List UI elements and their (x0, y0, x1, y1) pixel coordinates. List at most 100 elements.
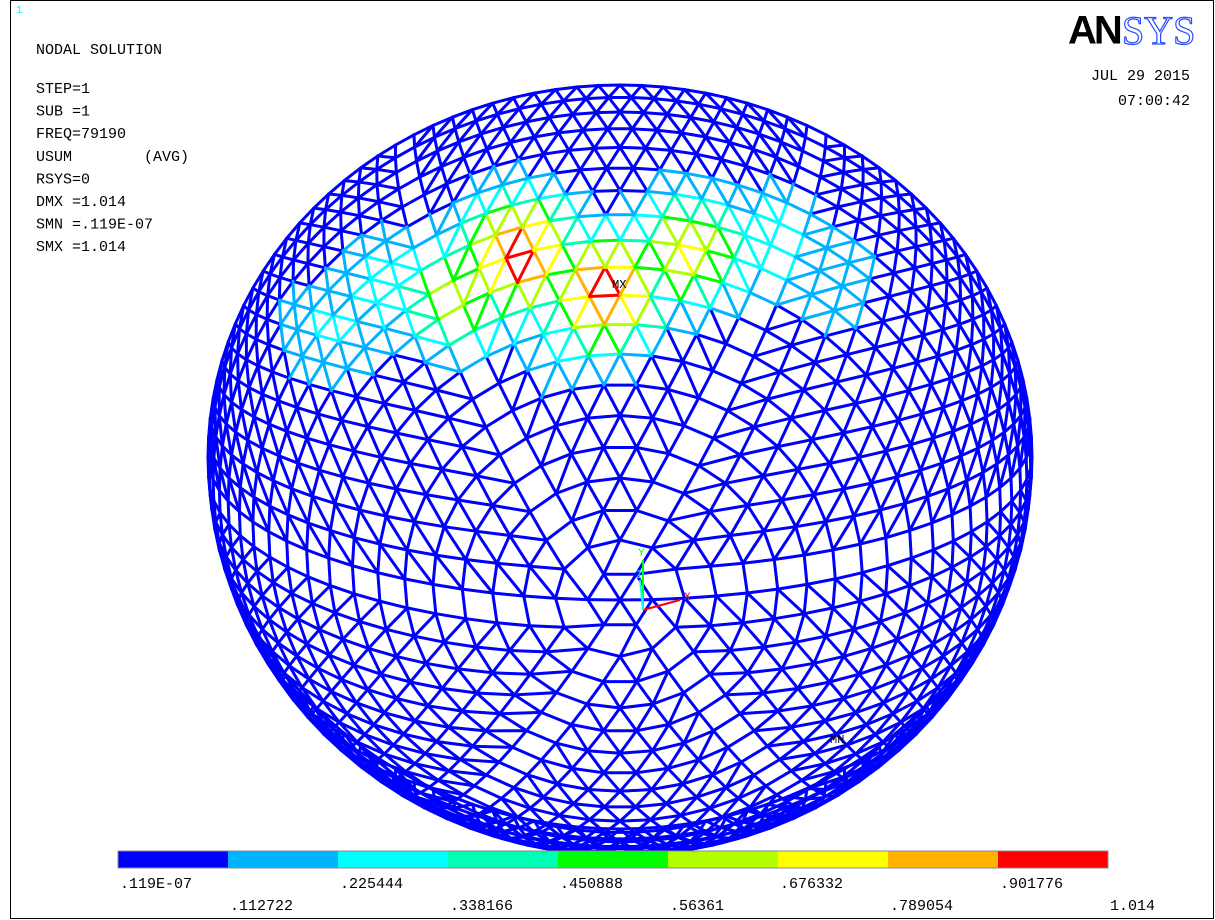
mesh-edge (358, 182, 359, 198)
mesh-edge (676, 626, 711, 628)
mesh-edge (588, 354, 620, 356)
mesh-edge (620, 820, 651, 822)
mesh-edge (632, 129, 657, 130)
info-line: SMX =1.014 (36, 239, 126, 256)
mesh-edge (861, 185, 863, 202)
mesh-edge (287, 541, 288, 567)
mesh-edge (208, 438, 209, 458)
legend-swatch (998, 851, 1108, 868)
mesh-edge (620, 85, 642, 86)
mesh-edge (577, 86, 599, 88)
plot-title: NODAL SOLUTION (36, 42, 162, 59)
mesh-edge (510, 651, 547, 652)
mesh-edge (583, 129, 608, 130)
legend-swatch (338, 851, 448, 868)
triad-z: Z (636, 570, 643, 582)
max-marker: MX (612, 278, 626, 292)
mesh-edge (378, 573, 380, 602)
mesh-edge (208, 457, 209, 477)
mesh-edge (844, 158, 845, 173)
window-number: 1 (16, 5, 23, 17)
mesh-edge (395, 158, 396, 173)
mesh-edge (358, 198, 359, 216)
mesh-edge (590, 820, 621, 822)
mesh-edge (620, 846, 644, 847)
mesh-edge (253, 522, 254, 547)
min-marker: MN (830, 733, 844, 747)
mesh-edge (209, 418, 211, 437)
mesh-edge (586, 98, 609, 99)
mesh-edge (293, 260, 294, 281)
mesh-edge (500, 712, 541, 713)
mesh-edge (959, 300, 960, 324)
mesh-edge (620, 240, 649, 241)
mesh-edge (620, 790, 652, 792)
mesh-edge (591, 240, 620, 241)
mesh-edge (308, 264, 309, 286)
mesh-edge (946, 260, 947, 281)
info-line: FREQ=79190 (36, 126, 126, 143)
mesh-edge (1000, 512, 1001, 536)
mesh-edge (590, 295, 621, 296)
triad-x: X (684, 592, 691, 604)
mesh-edge (269, 532, 270, 558)
legend-swatch (888, 851, 998, 868)
mesh-edge (620, 112, 644, 113)
mesh-edge (209, 477, 211, 496)
mesh-edge (378, 156, 396, 158)
mesh-edge (239, 512, 240, 536)
mesh-edge (598, 829, 620, 830)
mesh-edge (806, 126, 808, 138)
mesh-edge (932, 523, 933, 550)
mesh-edge (824, 147, 826, 161)
legend-swatch (448, 851, 558, 868)
legend-label: .901776 (1000, 876, 1063, 893)
mesh-edge (228, 501, 229, 524)
info-line: RSYS=0 (36, 171, 90, 188)
legend-label: .676332 (780, 876, 843, 893)
mesh-edge (710, 673, 748, 675)
mesh-edge (860, 573, 862, 602)
info-line: SUB =1 (36, 104, 90, 121)
legend-label: .112722 (230, 898, 293, 915)
mesh-edge (915, 247, 917, 268)
mesh-edge (492, 673, 530, 675)
mesh-edge (642, 827, 664, 829)
mesh-edge (863, 168, 879, 170)
mesh-edge (952, 515, 953, 541)
mesh-edge (620, 295, 651, 296)
mesh-edge (910, 531, 912, 559)
info-line: DMX =1.014 (36, 194, 126, 211)
mesh-edge (825, 135, 826, 147)
mesh-edge (344, 181, 359, 182)
mesh-edge (256, 339, 258, 366)
mesh-edge (1031, 438, 1032, 458)
mesh-edge (971, 319, 973, 344)
plot: 1 NODAL SOLUTION STEP=1SUB =1FREQ=79190U… (0, 0, 1215, 920)
time: 07:00:42 (1118, 93, 1190, 110)
mesh-edge (986, 497, 987, 522)
legend-swatch (228, 851, 338, 868)
mesh-edge (341, 231, 343, 251)
mesh-edge (946, 281, 947, 304)
legend-label: 1.014 (1110, 898, 1155, 915)
legend-swatch (118, 851, 228, 868)
mesh-edge (620, 191, 647, 192)
mesh-edge (860, 544, 862, 573)
mesh-edge (596, 846, 620, 847)
mesh-edge (352, 538, 354, 566)
mesh-edge (378, 544, 380, 573)
mesh-edge (726, 693, 764, 695)
mesh-edge (307, 523, 308, 550)
mesh-edge (952, 541, 953, 567)
mesh-edge (1011, 501, 1012, 524)
logo-secondary: SYS (1122, 8, 1195, 53)
legend-label: .450888 (560, 876, 623, 893)
mesh-edge (886, 538, 888, 566)
mesh-edge (573, 113, 597, 115)
info-line: SMN =.119E-07 (36, 217, 153, 234)
mesh-edge (293, 281, 294, 304)
date: JUL 29 2015 (1091, 68, 1190, 85)
mesh-edge (634, 215, 662, 217)
mesh-edge (932, 550, 933, 577)
